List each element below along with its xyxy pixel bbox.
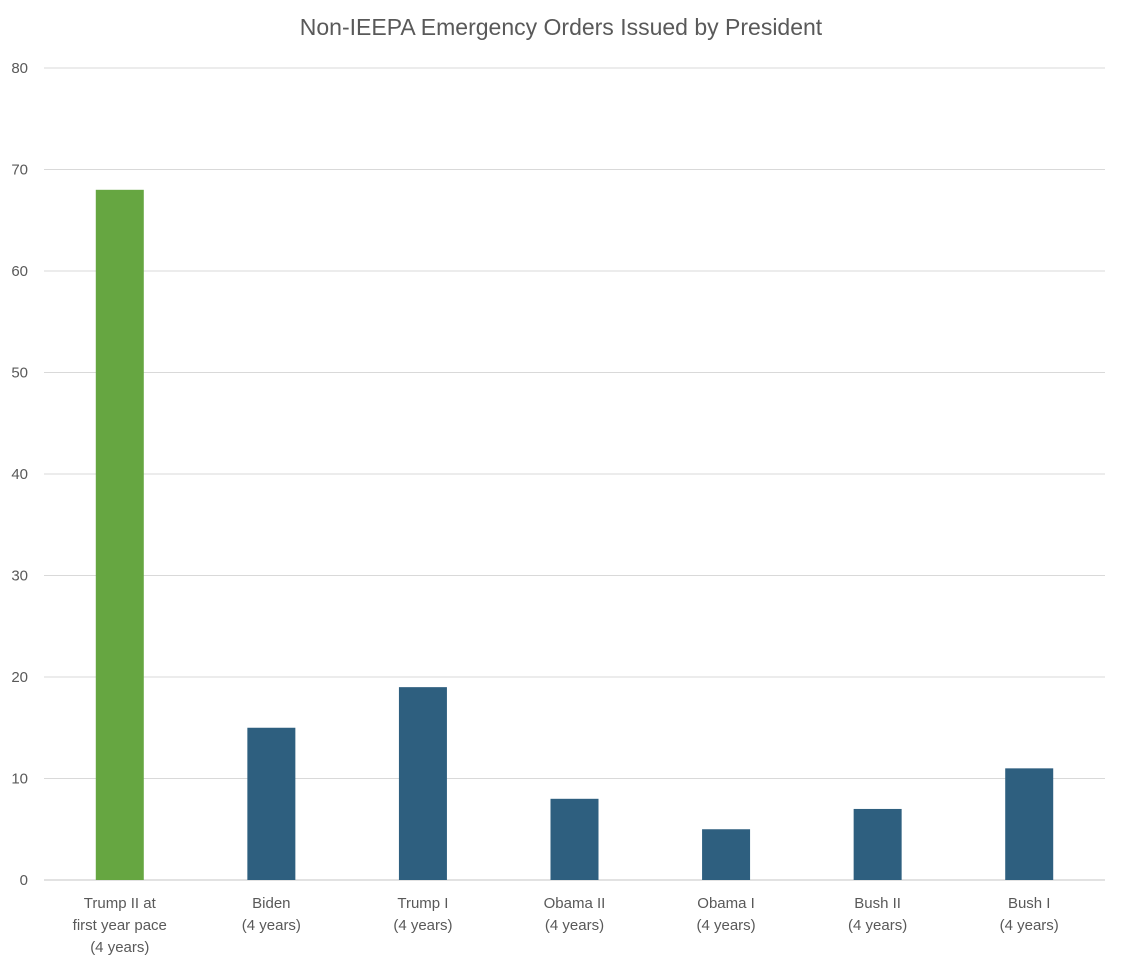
y-tick-label: 40	[11, 466, 28, 483]
y-tick-label: 70	[11, 162, 28, 179]
x-tick-label: Obama II (4 years)	[544, 895, 606, 934]
x-axis-labels: Trump II at first year pace (4 years) Biden…	[73, 895, 1059, 956]
x-tick-label: Bush I (4 years)	[1000, 895, 1059, 934]
x-tick-label: Trump II at first year pace (4 years)	[73, 895, 167, 956]
bar	[247, 727, 296, 880]
x-tick-label: Trump I (4 years)	[393, 895, 452, 934]
bar	[853, 808, 902, 880]
bar	[95, 189, 144, 881]
bar	[398, 687, 447, 880]
chart-title: Non-IEEPA Emergency Orders Issued by Pre…	[300, 14, 823, 40]
y-tick-label: 60	[11, 263, 28, 280]
x-tick-label: Obama I (4 years)	[696, 895, 755, 934]
bar	[1005, 768, 1054, 880]
x-tick-label: Bush II (4 years)	[848, 895, 907, 934]
gridlines	[44, 67, 1105, 881]
y-tick-label: 80	[11, 60, 28, 77]
bar	[702, 829, 751, 880]
bar	[550, 798, 599, 880]
x-tick-label: Biden (4 years)	[242, 895, 301, 934]
y-axis-ticks: 0 10 20 30 40 50 60 70 80	[11, 60, 28, 889]
y-tick-label: 30	[11, 568, 28, 585]
y-tick-label: 10	[11, 771, 28, 788]
bars	[95, 189, 1054, 881]
y-tick-label: 20	[11, 669, 28, 686]
y-tick-label: 0	[20, 872, 28, 889]
y-tick-label: 50	[11, 365, 28, 382]
